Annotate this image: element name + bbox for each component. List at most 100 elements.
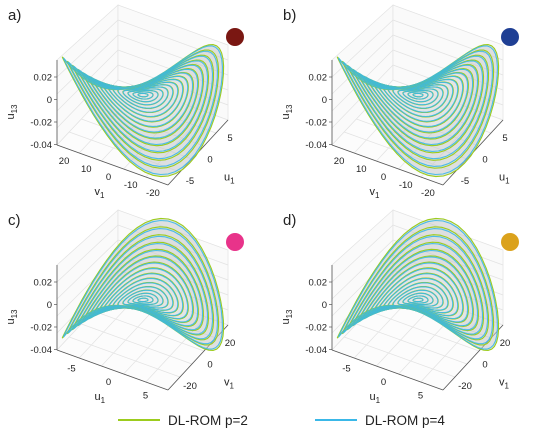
z-tick-label: 0 — [322, 300, 327, 311]
axis1-tick-label: -10 — [124, 180, 138, 191]
z-ticks: 0.02 0 -0.02 -0.04 — [305, 73, 332, 151]
contour-p4 — [402, 90, 434, 103]
axis1-tick-label: -20 — [421, 188, 435, 199]
z-tick-label: -0.04 — [305, 345, 327, 356]
contour-p4 — [412, 297, 424, 303]
axis2-tick-label: 20 — [225, 338, 236, 349]
contour-p4 — [412, 92, 424, 98]
axis1-tick-label: 0 — [106, 377, 111, 388]
panel-d: d) 0.02 0 -0.02 -0.04 u13 -5 0 5 u1 20 0 -20 v1 — [280, 209, 519, 405]
axis2-label: v1 — [224, 377, 235, 391]
z-ticks: 0.02 0 -0.02 -0.04 — [30, 73, 57, 151]
axis2-tick-label: -20 — [458, 381, 472, 392]
contour-p4 — [137, 92, 149, 98]
legend-item: DL-ROM p=2 — [118, 413, 248, 428]
axis1-label: u1 — [95, 391, 106, 405]
legend-item: DL-ROM p=4 — [315, 413, 445, 428]
z-axis-label: u13 — [5, 104, 19, 120]
axis1-tick-label: 0 — [106, 172, 111, 183]
z-axis-label: u13 — [280, 104, 294, 120]
contour-p4 — [62, 45, 223, 176]
axis2-tick-label: -5 — [461, 176, 469, 187]
contour-p4 — [122, 289, 164, 307]
axis2-ticks: 5 0 -5 — [186, 133, 233, 187]
z-tick-label: -0.04 — [305, 140, 327, 151]
axis1-tick-label: 5 — [418, 390, 423, 401]
contour-p4 — [407, 295, 429, 304]
axis2-tick-label: 0 — [482, 155, 487, 166]
z-tick-label: -0.04 — [30, 345, 52, 356]
contour-p4 — [122, 88, 164, 106]
axis2-label: u1 — [224, 172, 235, 186]
panel-color-dot — [501, 28, 519, 46]
axis1-tick-label: 5 — [143, 390, 148, 401]
contour-p4 — [117, 86, 169, 109]
axis2-ticks: 20 0 -20 — [458, 338, 510, 392]
contour-p4 — [132, 91, 154, 100]
contour-p4 — [397, 88, 439, 106]
z-tick-label: -0.04 — [30, 140, 52, 151]
panel-label: d) — [283, 212, 296, 229]
z-axis-label: u13 — [5, 309, 19, 325]
z-tick-label: -0.02 — [30, 118, 52, 129]
axis1-label: v1 — [370, 186, 381, 200]
axis2-ticks: 20 0 -20 — [183, 338, 235, 392]
contour-p4 — [127, 292, 159, 305]
contour-p4 — [132, 295, 154, 304]
panel-color-dot — [501, 233, 519, 251]
axis1-tick-label: 20 — [59, 156, 70, 167]
axis2-tick-label: 5 — [227, 133, 232, 144]
contour-p4 — [397, 289, 439, 307]
panel-a: a) 0.02 0 -0.02 -0.04 u13 20 10 0 -10 -20 v1 5 0 -5 u1 — [5, 4, 244, 200]
surface — [336, 217, 500, 351]
axis2-tick-label: -20 — [183, 381, 197, 392]
z-tick-label: 0.02 — [34, 73, 53, 84]
axis2-tick-label: 20 — [500, 338, 511, 349]
axis1-ticks: -5 0 5 — [342, 364, 423, 402]
axis1-label: v1 — [95, 186, 106, 200]
z-tick-label: 0.02 — [309, 278, 328, 289]
z-tick-label: 0.02 — [309, 73, 328, 84]
contour-p4 — [392, 286, 444, 309]
panel-label: a) — [8, 7, 21, 24]
surface — [336, 44, 500, 178]
panel-color-dot — [226, 233, 244, 251]
panel-c: c) 0.02 0 -0.02 -0.04 u13 -5 0 5 u1 20 0 -20 v1 — [5, 209, 244, 405]
contour-p4 — [117, 286, 169, 309]
z-axis-label: u13 — [280, 309, 294, 325]
panel-b: b) 0.02 0 -0.02 -0.04 u13 20 10 0 -10 -20 v1 5 0 -5 u1 — [280, 4, 519, 200]
legend-label: DL-ROM p=4 — [365, 413, 445, 428]
z-tick-label: -0.02 — [305, 323, 327, 334]
axis2-label: v1 — [499, 377, 510, 391]
axis1-tick-label: -10 — [399, 180, 413, 191]
axis2-label: u1 — [499, 172, 510, 186]
z-ticks: 0.02 0 -0.02 -0.04 — [30, 278, 57, 356]
z-ticks: 0.02 0 -0.02 -0.04 — [305, 278, 332, 356]
axis2-ticks: 5 0 -5 — [461, 133, 508, 187]
axis2-tick-label: 5 — [502, 133, 507, 144]
axis1-tick-label: 10 — [81, 164, 92, 175]
axis1-ticks: 20 10 0 -10 -20 — [334, 156, 435, 199]
contour-p4 — [392, 86, 444, 109]
contour-p4 — [337, 219, 498, 350]
axis1-tick-label: 0 — [381, 377, 386, 388]
axis1-tick-label: -5 — [67, 364, 75, 375]
panel-color-dot — [226, 28, 244, 46]
surface — [61, 217, 225, 351]
z-tick-label: 0 — [47, 300, 52, 311]
contour-p4 — [402, 292, 434, 305]
contour-p4 — [137, 297, 149, 303]
legend-label: DL-ROM p=2 — [168, 413, 248, 428]
contour-p4 — [407, 91, 429, 100]
axis1-tick-label: 10 — [356, 164, 367, 175]
axis1-label: u1 — [370, 391, 381, 405]
surface — [61, 44, 225, 178]
z-tick-label: -0.02 — [30, 323, 52, 334]
axis2-tick-label: 0 — [482, 360, 487, 371]
z-tick-label: -0.02 — [305, 118, 327, 129]
axis2-tick-label: 0 — [207, 155, 212, 166]
axis1-ticks: -5 0 5 — [67, 364, 148, 402]
panel-label: b) — [283, 7, 296, 24]
panel-label: c) — [8, 212, 21, 229]
